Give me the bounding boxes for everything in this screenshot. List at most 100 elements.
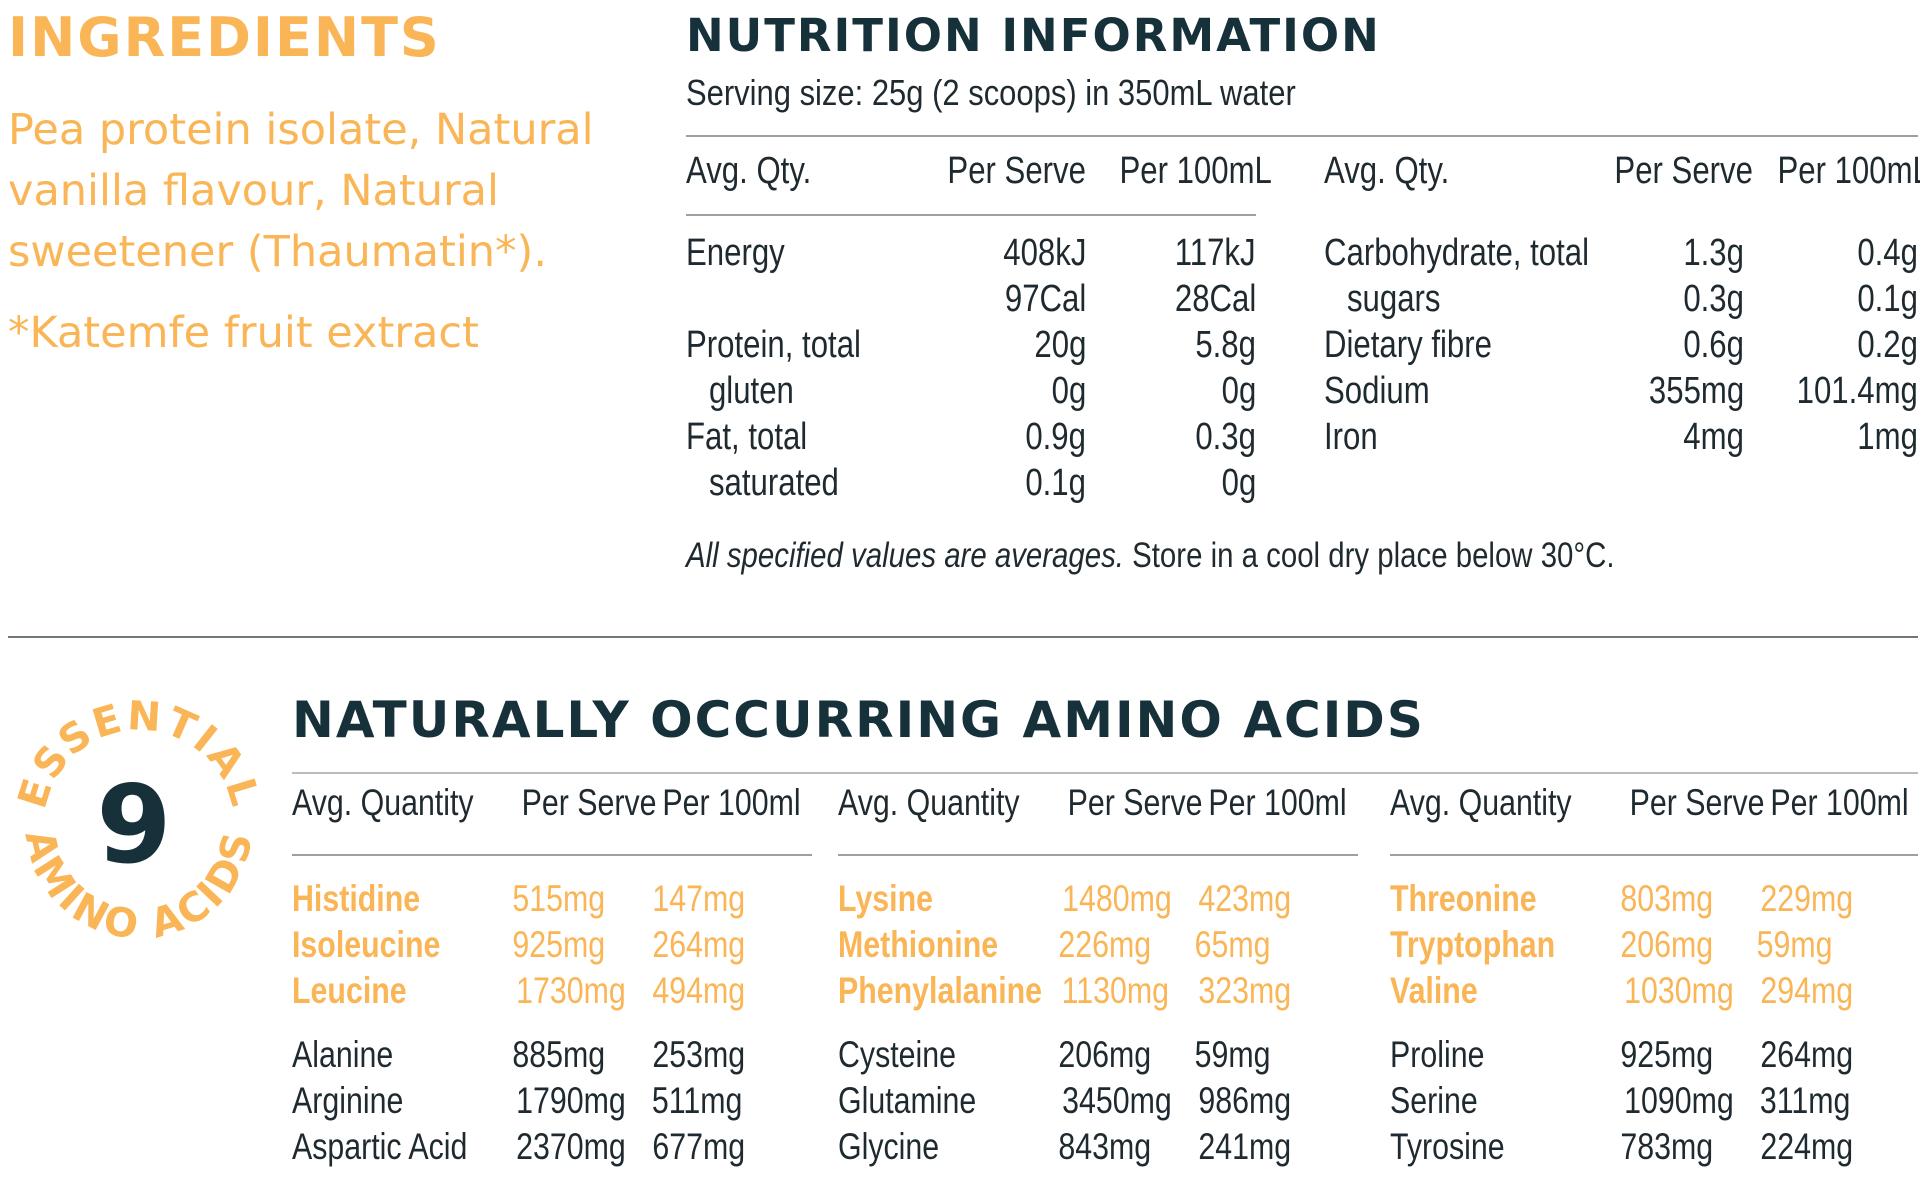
per-100ml-cell: 229mg — [1740, 878, 1918, 920]
header-avg-quantity: Avg. Quantity — [292, 782, 474, 823]
badge-graphic: ESSENTIAL AMINO ACIDS 9 — [10, 693, 266, 949]
amino-name-cell: Tyrosine — [1390, 1126, 1600, 1168]
amino-title: NATURALLY OCCURRING AMINO ACIDS — [292, 691, 1425, 749]
per-100ml-cell: 0.3g — [1086, 416, 1256, 459]
essential-amino-badge: ESSENTIAL AMINO ACIDS 9 — [4, 690, 274, 960]
nutrient-name: Energy — [686, 232, 785, 274]
header-cell: Per Serve — [1600, 782, 1765, 824]
per-serve-value: 97Cal — [1004, 278, 1086, 320]
per-100ml-cell: 59mg — [1178, 1034, 1358, 1076]
per-serve-value: 0.3g — [1683, 278, 1744, 320]
header-per-serve: Per Serve — [1629, 782, 1765, 823]
per-serve-value: 515mg — [512, 878, 606, 919]
per-serve-cell: 3450mg — [1038, 1080, 1178, 1122]
per-100ml-cell: 1mg — [1744, 416, 1918, 459]
essential-amino-row: Valine 1030mg 294mg — [1390, 970, 1918, 1016]
per-serve-cell: 1730mg — [492, 970, 632, 1012]
nutrition-rows-right: Carbohydrate, total 1.3g 0.4g sugars 0.3g 0.1… — [1324, 232, 1918, 462]
per-100ml-value: 1mg — [1857, 416, 1918, 458]
amino-name-cell: Glycine — [838, 1126, 1038, 1168]
amino-name: Isoleucine — [292, 924, 441, 965]
per-serve-value: 0.1g — [1025, 462, 1086, 504]
nutrient-name: Protein, total — [686, 324, 861, 366]
amino-group-3: Avg. Quantity Per Serve Per 100ml Threonine… — [1390, 782, 1918, 1172]
per-serve-value: 925mg — [512, 924, 606, 965]
per-100ml-cell: 511mg — [632, 1080, 812, 1122]
amino-name-cell: Serine — [1390, 1080, 1600, 1122]
per-100ml-cell: 0.4g — [1744, 232, 1918, 275]
amino-name-cell: Cysteine — [838, 1034, 1038, 1076]
per-100ml-value: 0.2g — [1857, 324, 1918, 366]
amino-name-cell: Valine — [1390, 970, 1600, 1012]
amino-header-row: Avg. Quantity Per Serve Per 100ml — [1390, 782, 1918, 844]
amino-name: Cysteine — [838, 1034, 957, 1075]
per-100ml-cell: 294mg — [1740, 970, 1918, 1012]
per-100ml-value: 253mg — [652, 1034, 746, 1075]
nutrient-cell — [686, 278, 886, 321]
per-100ml-value: 264mg — [652, 924, 746, 965]
row-gap — [838, 1016, 1358, 1034]
amino-header-rule — [1390, 854, 1918, 856]
per-serve-cell: 4mg — [1584, 416, 1744, 459]
per-serve-cell: 515mg — [492, 878, 632, 920]
amino-row: Glycine 843mg 241mg — [838, 1126, 1358, 1172]
nutrient-name: Sodium — [1324, 370, 1430, 412]
nutrition-table-left: Avg. Qty. Per Serve Per 100mL Energy 408k… — [686, 150, 1272, 508]
per-serve-value: 20g — [1034, 324, 1086, 366]
per-serve-value: 0g — [1051, 370, 1086, 412]
header-cell: Per 100ml — [1740, 782, 1918, 824]
header-avg-qty: Avg. Qty. — [1324, 150, 1450, 192]
nutrient-cell: Dietary fibre — [1324, 324, 1584, 367]
nutrition-row: Dietary fibre 0.6g 0.2g — [1324, 324, 1918, 370]
amino-name: Arginine — [292, 1080, 404, 1121]
amino-name-cell: Tryptophan — [1390, 924, 1600, 966]
per-100ml-cell: 241mg — [1178, 1126, 1358, 1168]
essential-amino-row: Isoleucine 925mg 264mg — [292, 924, 812, 970]
amino-name-cell: Histidine — [292, 878, 492, 920]
amino-row: Proline 925mg 264mg — [1390, 1034, 1918, 1080]
nutrition-header-row: Avg. Qty. Per Serve Per 100mL — [1324, 150, 1920, 200]
nutrient-name: Fat, total — [686, 416, 808, 458]
per-serve-cell: 0.6g — [1584, 324, 1744, 367]
per-serve-value: 1.3g — [1683, 232, 1744, 274]
nutrition-row: Fat, total 0.9g 0.3g — [686, 416, 1256, 462]
essential-amino-row: Leucine 1730mg 494mg — [292, 970, 812, 1016]
nutrient-name: saturated — [708, 462, 839, 504]
per-serve-value: 1730mg — [516, 970, 626, 1011]
per-serve-cell: 0g — [886, 370, 1086, 413]
header-cell: Per 100ml — [632, 782, 812, 824]
per-100ml-cell: 423mg — [1178, 878, 1358, 920]
ingredients-text: Pea protein isolate, Natural vanilla fla… — [8, 105, 594, 277]
per-100ml-cell: 311mg — [1740, 1080, 1918, 1122]
amino-row: Alanine 885mg 253mg — [292, 1034, 812, 1080]
per-100ml-cell: 677mg — [632, 1126, 812, 1168]
amino-name-cell: Glutamine — [838, 1080, 1038, 1122]
nutrition-row: 97Cal 28Cal — [686, 278, 1256, 324]
per-100ml-value: 59mg — [1194, 1034, 1271, 1075]
header-per-serve: Per Serve — [947, 150, 1086, 192]
per-100ml-value: 311mg — [1759, 1080, 1851, 1121]
amino-row: Glutamine 3450mg 986mg — [838, 1080, 1358, 1126]
per-serve-cell: 783mg — [1600, 1126, 1740, 1168]
amino-name: Proline — [1390, 1034, 1485, 1075]
per-100ml-value: 0.4g — [1857, 232, 1918, 274]
per-serve-value: 0.9g — [1025, 416, 1086, 458]
nutrient-name: Iron — [1324, 416, 1378, 458]
per-100ml-cell: 0g — [1086, 462, 1256, 505]
per-100ml-value: 65mg — [1194, 924, 1271, 965]
amino-header-row: Avg. Quantity Per Serve Per 100ml — [292, 782, 812, 844]
per-100ml-cell: 5.8g — [1086, 324, 1256, 367]
per-serve-cell: 1790mg — [492, 1080, 632, 1122]
per-100ml-cell: 986mg — [1178, 1080, 1358, 1122]
nutrition-row: Sodium 355mg 101.4mg — [1324, 370, 1918, 416]
essential-amino-row: Methionine 226mg 65mg — [838, 924, 1358, 970]
per-100ml-cell: 147mg — [632, 878, 812, 920]
per-serve-value: 2370mg — [516, 1126, 626, 1167]
nutrition-row: saturated 0.1g 0g — [686, 462, 1256, 508]
header-per-serve: Per Serve — [1067, 782, 1203, 823]
per-serve-value: 1480mg — [1062, 878, 1172, 919]
amino-header-row: Avg. Quantity Per Serve Per 100ml — [838, 782, 1358, 844]
header-avg-quantity: Avg. Quantity — [1390, 782, 1572, 823]
nutrient-cell: Protein, total — [686, 324, 886, 367]
per-serve-value: 843mg — [1058, 1126, 1152, 1167]
